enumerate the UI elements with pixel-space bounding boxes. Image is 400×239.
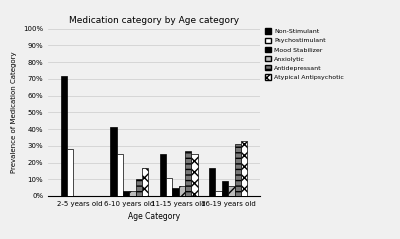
- Bar: [192, 154, 198, 196]
- Bar: [166, 178, 172, 196]
- Bar: [136, 179, 142, 196]
- Bar: [234, 144, 241, 196]
- Y-axis label: Prevalence of Medication Category: Prevalence of Medication Category: [12, 52, 18, 173]
- Bar: [209, 168, 216, 196]
- Bar: [172, 188, 179, 196]
- Title: Medication category by Age category: Medication category by Age category: [69, 16, 239, 25]
- X-axis label: Age Category: Age Category: [128, 212, 180, 221]
- Bar: [67, 149, 74, 196]
- Bar: [228, 186, 234, 196]
- Bar: [222, 181, 228, 196]
- Bar: [123, 191, 129, 196]
- Bar: [129, 191, 136, 196]
- Bar: [61, 76, 67, 196]
- Bar: [216, 191, 222, 196]
- Bar: [116, 154, 123, 196]
- Bar: [241, 141, 247, 196]
- Bar: [110, 127, 116, 196]
- Bar: [160, 154, 166, 196]
- Bar: [179, 186, 185, 196]
- Bar: [185, 151, 192, 196]
- Legend: Non-Stimulant, Psychostimulant, Mood Stabilizer, Anxiolytic, Antidepressant, Aty: Non-Stimulant, Psychostimulant, Mood Sta…: [265, 28, 344, 80]
- Bar: [142, 168, 148, 196]
